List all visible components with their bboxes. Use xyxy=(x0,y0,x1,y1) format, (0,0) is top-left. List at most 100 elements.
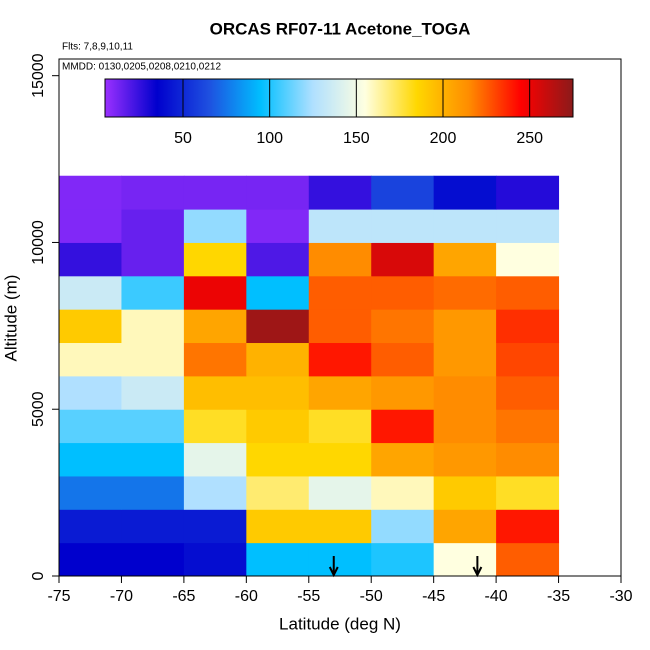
cell xyxy=(59,475,122,510)
colorbar-tick-label: 200 xyxy=(430,130,457,147)
cell xyxy=(246,209,310,243)
cell xyxy=(246,409,310,444)
cell xyxy=(59,242,122,277)
plot-frame xyxy=(58,58,622,577)
cell xyxy=(496,209,560,243)
cell xyxy=(433,442,497,477)
cell xyxy=(121,175,185,210)
cell xyxy=(371,209,435,243)
cell xyxy=(371,175,435,210)
cell xyxy=(433,209,497,243)
cell xyxy=(371,375,435,410)
cell xyxy=(308,442,372,477)
y-tick-label: 15000 xyxy=(30,53,47,98)
cell xyxy=(59,342,122,377)
arrow xyxy=(472,556,483,578)
cell xyxy=(308,542,372,577)
cell xyxy=(308,275,372,310)
cell xyxy=(433,375,497,410)
cell xyxy=(121,475,185,510)
x-tick-label: -30 xyxy=(609,588,632,605)
cell xyxy=(246,242,310,277)
chart-title: ORCAS RF07-11 Acetone_TOGA xyxy=(210,19,471,38)
cell xyxy=(59,442,122,477)
cell xyxy=(183,175,247,210)
cell xyxy=(183,309,247,344)
cell xyxy=(496,475,560,510)
cell xyxy=(183,242,247,277)
cell xyxy=(121,509,185,544)
cell xyxy=(496,409,560,444)
cell xyxy=(121,342,185,377)
y-tick-label: 10000 xyxy=(30,220,47,265)
cell xyxy=(496,242,560,277)
cell xyxy=(433,542,497,577)
cell xyxy=(183,475,247,510)
cell xyxy=(433,175,497,210)
cell xyxy=(308,375,372,410)
cell xyxy=(121,275,185,310)
cell xyxy=(496,175,560,210)
cell xyxy=(371,509,435,544)
cell xyxy=(59,209,122,243)
cell xyxy=(308,309,372,344)
cell xyxy=(59,509,122,544)
x-tick-label: -40 xyxy=(485,588,508,605)
y-tick-label: 5000 xyxy=(30,391,47,427)
colorbar-tick-label: 150 xyxy=(343,130,370,147)
cell xyxy=(308,475,372,510)
cell xyxy=(308,209,372,243)
cell xyxy=(121,409,185,444)
annotation: Flts: 7,8,9,10,11 xyxy=(62,42,133,53)
cell xyxy=(308,409,372,444)
cell xyxy=(59,175,122,210)
colorbar-tick-label: 250 xyxy=(516,130,543,147)
cell xyxy=(496,375,560,410)
cell xyxy=(371,475,435,510)
x-tick-label: -75 xyxy=(47,588,70,605)
x-tick-label: -35 xyxy=(547,588,570,605)
x-tick-label: -50 xyxy=(360,588,383,605)
cell xyxy=(183,509,247,544)
cell xyxy=(121,375,185,410)
cell xyxy=(59,309,122,344)
cell xyxy=(246,275,310,310)
arrow xyxy=(328,556,339,578)
y-axis-label: Altitude (m) xyxy=(1,275,20,362)
colorbar-tick-label: 100 xyxy=(256,130,283,147)
cell xyxy=(371,542,435,577)
cell xyxy=(183,209,247,243)
cell xyxy=(246,442,310,477)
cell xyxy=(308,242,372,277)
cell xyxy=(183,275,247,310)
y-tick-label: 0 xyxy=(30,571,47,580)
cell xyxy=(246,309,310,344)
cell xyxy=(183,375,247,410)
cell xyxy=(496,509,560,544)
cell xyxy=(121,242,185,277)
cell xyxy=(246,475,310,510)
cell xyxy=(433,342,497,377)
cell xyxy=(371,342,435,377)
cell xyxy=(371,409,435,444)
cell xyxy=(496,342,560,377)
cell xyxy=(308,342,372,377)
cell xyxy=(496,275,560,310)
cell xyxy=(59,375,122,410)
cell xyxy=(433,275,497,310)
cell xyxy=(371,242,435,277)
cell xyxy=(121,309,185,344)
cell xyxy=(59,409,122,444)
cell xyxy=(433,509,497,544)
cell xyxy=(496,542,560,577)
x-tick-label: -65 xyxy=(172,588,195,605)
cell xyxy=(308,509,372,544)
cell xyxy=(59,275,122,310)
x-axis-label: Latitude (deg N) xyxy=(279,614,401,633)
cell xyxy=(246,542,310,577)
colorbar-tick-label: 50 xyxy=(174,130,192,147)
cell xyxy=(121,442,185,477)
x-tick-label: -70 xyxy=(110,588,133,605)
colorbar xyxy=(104,78,574,118)
